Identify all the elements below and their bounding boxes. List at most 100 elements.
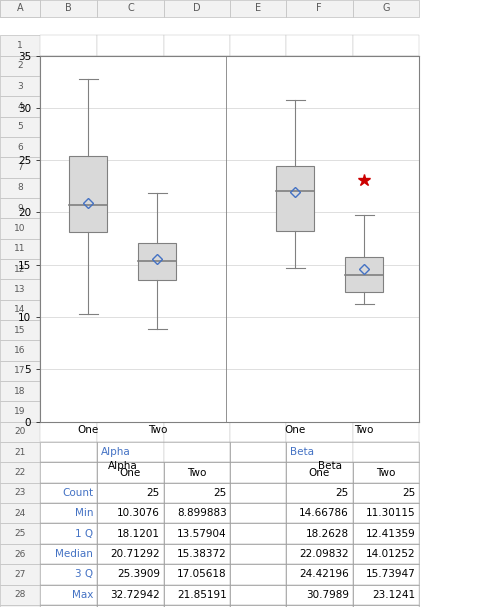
Text: 16: 16 — [14, 346, 26, 355]
Bar — [164, 137, 230, 157]
Text: 11.30115: 11.30115 — [366, 508, 415, 518]
Bar — [0, 279, 40, 300]
Bar — [0, 35, 40, 56]
Bar — [0, 300, 40, 320]
Bar — [40, 137, 97, 157]
Bar — [0, 117, 40, 137]
Bar — [0, 198, 40, 219]
Text: A: A — [17, 4, 23, 13]
Text: 12: 12 — [14, 265, 26, 274]
Bar — [230, 585, 286, 605]
Bar — [40, 483, 97, 503]
Text: 22: 22 — [14, 468, 26, 477]
Bar — [353, 564, 419, 585]
Bar — [353, 381, 419, 401]
Bar — [97, 401, 164, 422]
Bar — [230, 320, 286, 341]
Bar — [97, 544, 164, 564]
Bar — [0, 605, 40, 607]
Bar — [230, 463, 286, 483]
Bar — [353, 422, 419, 442]
Text: 10: 10 — [14, 224, 26, 233]
Bar — [97, 585, 164, 605]
Bar — [286, 483, 353, 503]
Bar — [353, 463, 419, 483]
Bar — [230, 442, 286, 463]
Bar — [230, 259, 286, 279]
Bar — [97, 585, 164, 605]
Bar — [97, 178, 164, 198]
Bar — [0, 56, 40, 76]
Bar — [353, 523, 419, 544]
Text: 25: 25 — [336, 488, 349, 498]
Bar — [0, 137, 40, 157]
Bar — [353, 483, 419, 503]
Bar — [40, 442, 97, 463]
Bar — [0, 442, 40, 463]
Bar — [286, 56, 353, 76]
Bar — [286, 483, 353, 503]
Bar — [286, 300, 353, 320]
Bar — [164, 259, 230, 279]
Bar — [286, 585, 353, 605]
Bar — [40, 503, 97, 523]
Text: 17: 17 — [14, 367, 26, 375]
Bar — [97, 463, 164, 483]
Bar — [230, 137, 286, 157]
Bar — [353, 544, 419, 564]
Bar — [353, 178, 419, 198]
Bar — [40, 361, 97, 381]
Bar — [0, 259, 40, 279]
Text: 5: 5 — [17, 122, 23, 131]
Bar — [0, 483, 40, 503]
Bar — [286, 117, 353, 137]
Text: Count: Count — [62, 488, 93, 498]
Bar — [286, 259, 353, 279]
Bar — [230, 564, 286, 585]
Text: Two: Two — [187, 467, 207, 478]
Bar — [286, 198, 353, 219]
Bar — [353, 401, 419, 422]
Text: 25: 25 — [402, 488, 415, 498]
Bar — [97, 503, 164, 523]
Bar — [164, 198, 230, 219]
Bar — [286, 605, 353, 607]
Text: 18.1201: 18.1201 — [117, 529, 160, 538]
Bar — [353, 361, 419, 381]
Bar — [353, 157, 419, 178]
Text: Two: Two — [376, 467, 396, 478]
Bar — [40, 483, 97, 503]
Bar — [353, 0, 419, 17]
Bar — [164, 463, 230, 483]
Bar — [230, 463, 286, 483]
Text: 25: 25 — [14, 529, 26, 538]
Bar — [230, 401, 286, 422]
Text: 13.57904: 13.57904 — [177, 529, 227, 538]
Text: 28: 28 — [14, 590, 26, 599]
Text: Alpha: Alpha — [108, 461, 138, 470]
Bar — [164, 157, 230, 178]
Bar — [40, 279, 97, 300]
Bar — [286, 523, 353, 544]
Text: 3: 3 — [17, 81, 23, 90]
Bar — [286, 381, 353, 401]
Bar — [230, 157, 286, 178]
Bar — [0, 219, 40, 239]
Bar — [97, 320, 164, 341]
Bar — [164, 422, 230, 442]
Bar — [164, 279, 230, 300]
Text: Min: Min — [75, 508, 93, 518]
Text: 14: 14 — [14, 305, 26, 314]
Bar — [0, 239, 40, 259]
Bar — [230, 605, 286, 607]
Bar — [353, 239, 419, 259]
Bar — [230, 503, 286, 523]
Bar — [230, 483, 286, 503]
Bar — [353, 585, 419, 605]
Bar — [40, 585, 97, 605]
Bar — [353, 564, 419, 585]
Bar — [40, 503, 97, 523]
Text: 10.3076: 10.3076 — [117, 508, 160, 518]
Bar — [286, 463, 353, 483]
Bar — [0, 0, 40, 17]
